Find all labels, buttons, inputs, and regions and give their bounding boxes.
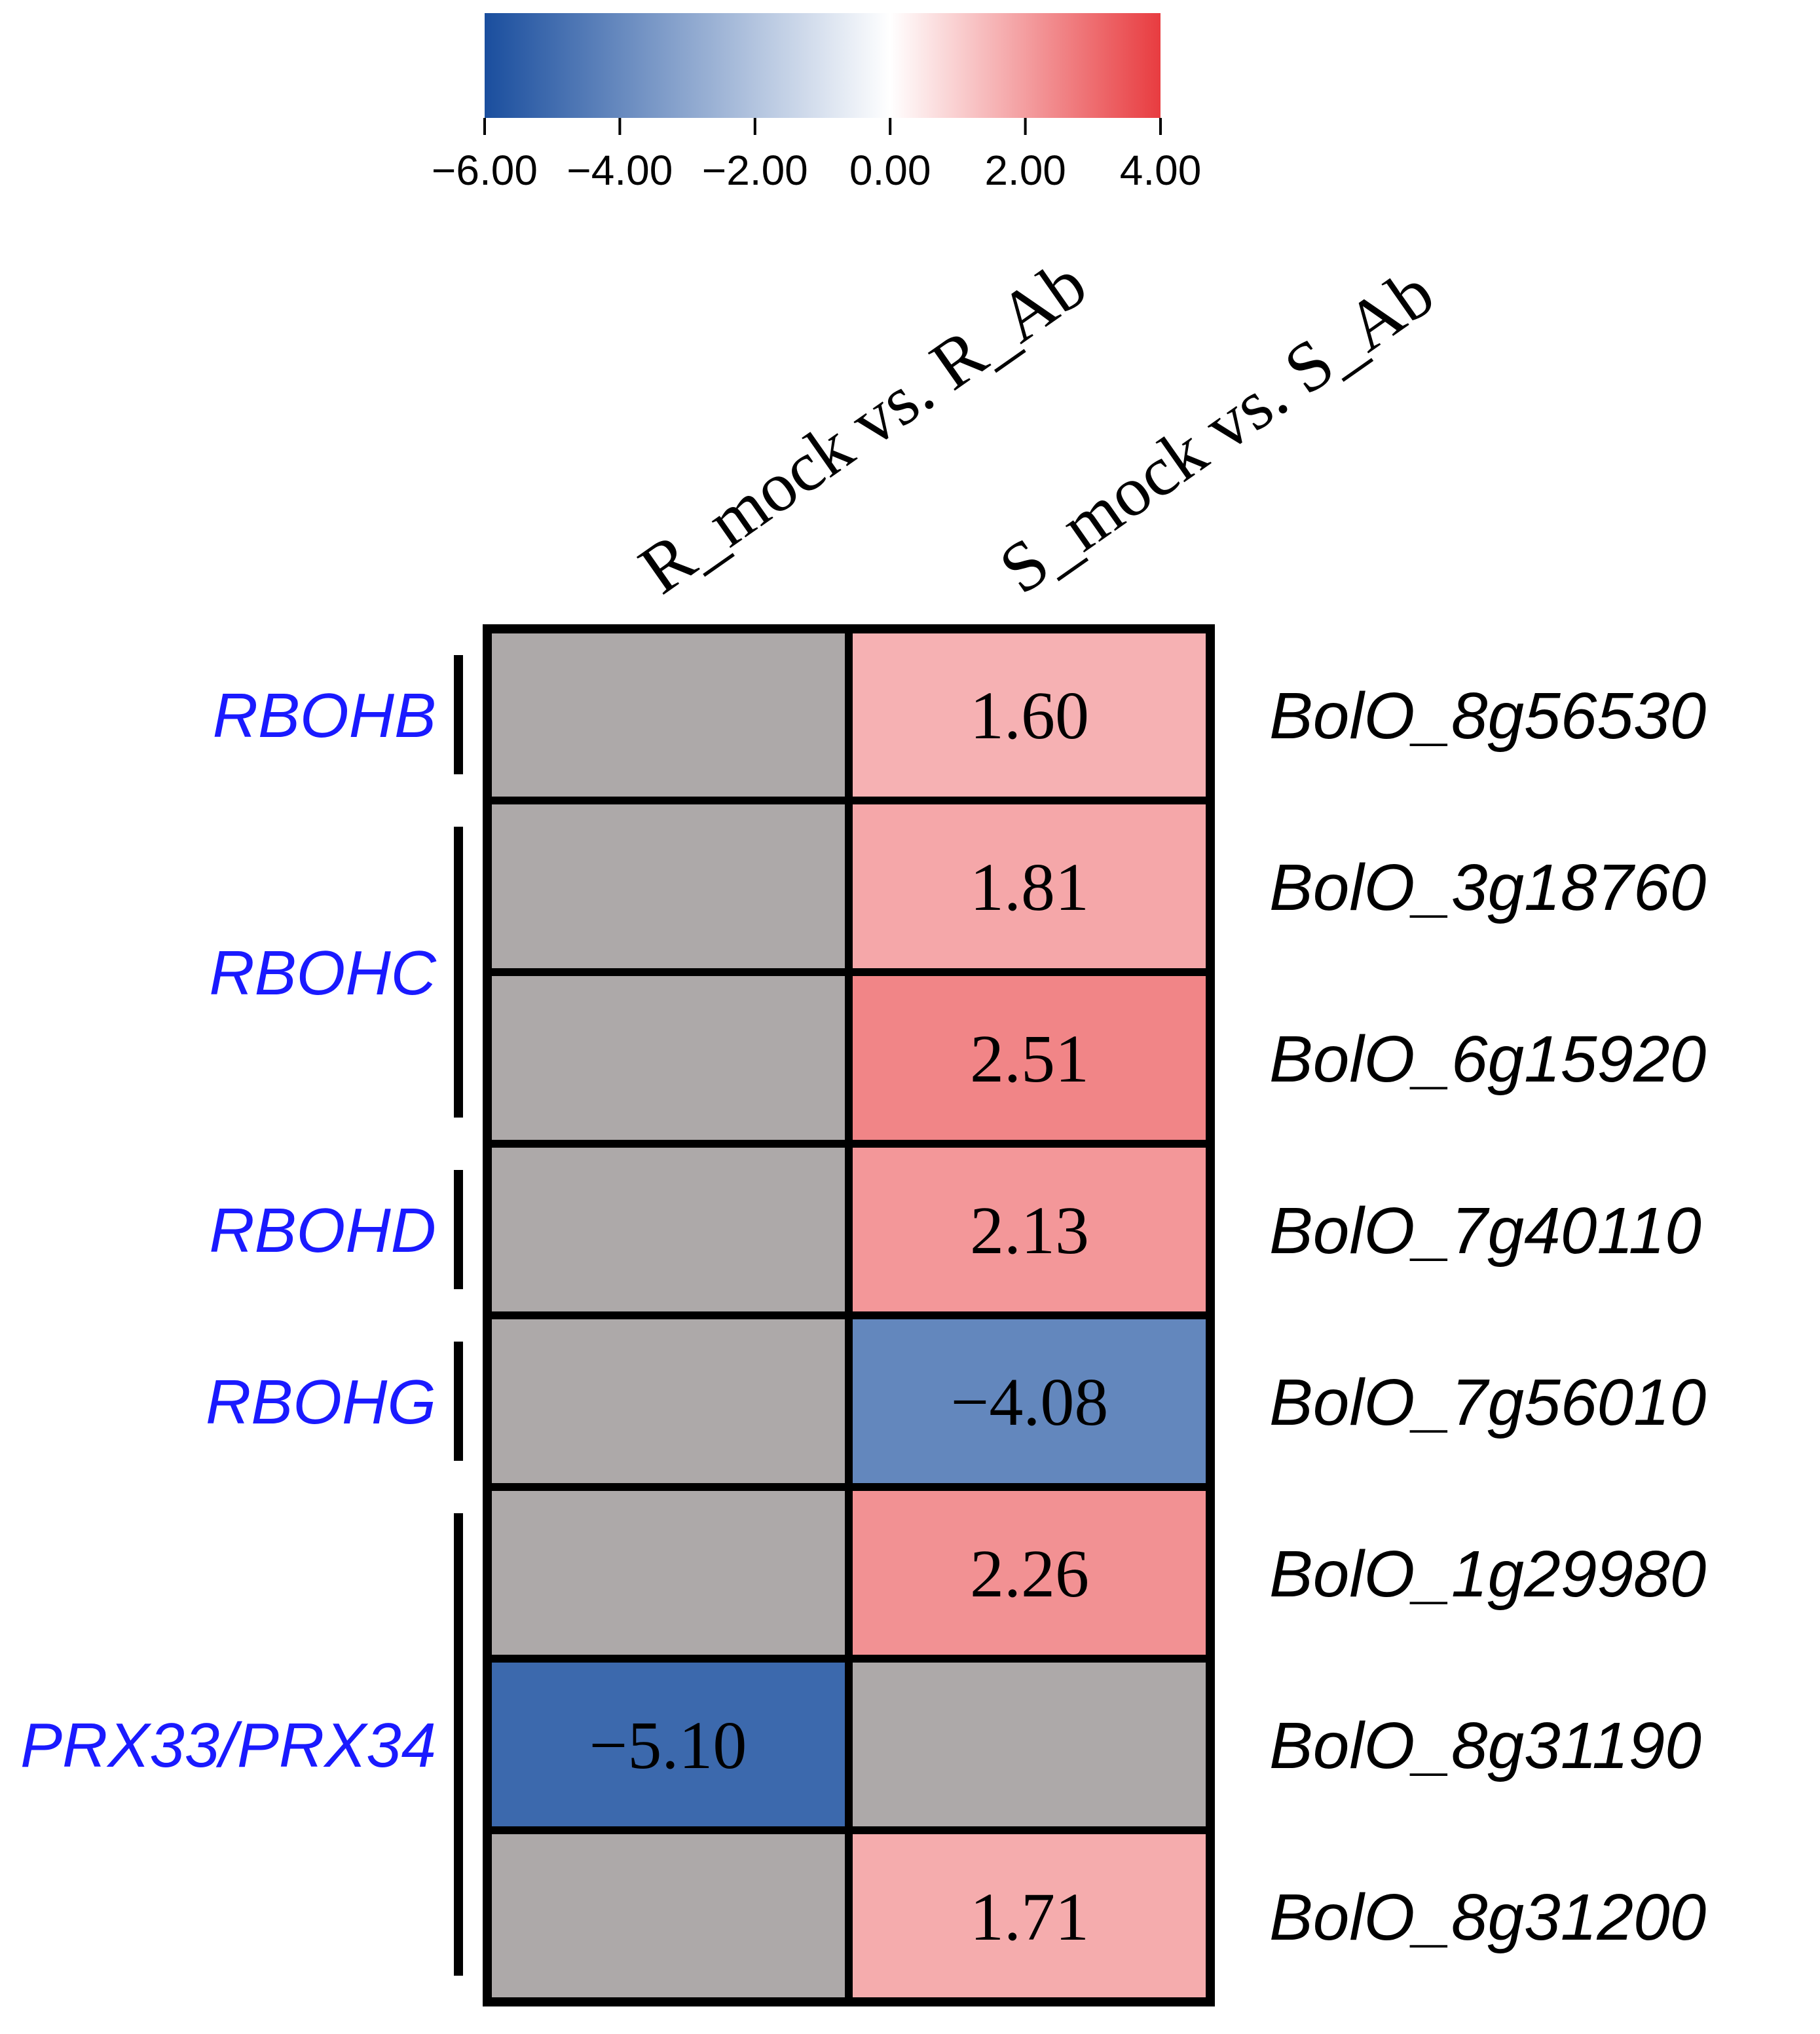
cell-value-label: 1.81	[970, 850, 1089, 925]
heatmap-cell	[845, 797, 1214, 976]
group-label: RBOHC	[209, 938, 436, 1008]
heatmap-cell	[483, 625, 853, 804]
cell-value-label: −5.10	[589, 1708, 747, 1783]
group-label: RBOHG	[206, 1367, 436, 1437]
column-labels: R_mock vs. R_AbS_mock vs. S_Ab	[626, 244, 1448, 609]
cell-value-label: 2.26	[970, 1536, 1089, 1611]
group-label: PRX33/PRX34	[20, 1710, 436, 1780]
cell-value-label: 1.71	[970, 1879, 1089, 1955]
cell-value-label: 1.60	[970, 678, 1089, 753]
colorbar-tick-label: −4.00	[566, 147, 673, 194]
group-brackets: RBOHB RBOHC RBOHD RBOHG PRX33/PRX34	[20, 655, 463, 1976]
colorbar-tick-label: 0.00	[849, 147, 931, 194]
gene-label: BolO_8g56530	[1269, 679, 1706, 753]
colorbar-tick-label: −2.00	[702, 147, 808, 194]
colorbar-tick-label: 4.00	[1120, 147, 1202, 194]
heatmap-cell	[845, 1140, 1214, 1319]
heatmap-cells: 1.60 1.81 2.51 2.13 −4.08 2.26 −5.10 1.71	[483, 624, 1215, 2006]
gene-label: BolO_3g18760	[1269, 851, 1706, 924]
heatmap-cell	[845, 625, 1214, 804]
heatmap-cell	[483, 797, 853, 976]
colorbar-tick-label: −6.00	[432, 147, 538, 194]
gene-label: BolO_7g56010	[1269, 1366, 1706, 1439]
heatmap-cell	[483, 1826, 853, 2006]
heatmap-cell	[483, 968, 853, 1148]
colorbar-tick-label: 2.00	[984, 147, 1066, 194]
group-label: RBOHB	[213, 681, 436, 751]
gene-label: BolO_1g29980	[1269, 1537, 1706, 1611]
heatmap-cell	[483, 1140, 853, 1319]
group-label: RBOHD	[209, 1196, 436, 1266]
colorbar: −6.00 −4.00 −2.00 0.00 2.00 4.00	[432, 13, 1201, 194]
heatmap-cell	[483, 1311, 853, 1491]
cell-value-label: 2.51	[970, 1021, 1089, 1097]
cell-value-label: 2.13	[970, 1193, 1089, 1268]
gene-label: BolO_8g31190	[1269, 1709, 1701, 1782]
colorbar-gradient	[485, 13, 1161, 118]
gene-label: BolO_7g40110	[1269, 1194, 1701, 1268]
heatmap-cell	[483, 1483, 853, 1663]
heatmap-border	[483, 624, 1215, 2006]
gene-label: BolO_8g31200	[1269, 1881, 1706, 1954]
gene-label: BolO_6g15920	[1269, 1023, 1706, 1096]
heatmap-cell	[845, 1655, 1214, 1834]
cell-value-label: −4.08	[951, 1365, 1109, 1440]
gene-labels: BolO_8g56530 BolO_3g18760 BolO_6g15920 BolO…	[1269, 679, 1706, 1954]
